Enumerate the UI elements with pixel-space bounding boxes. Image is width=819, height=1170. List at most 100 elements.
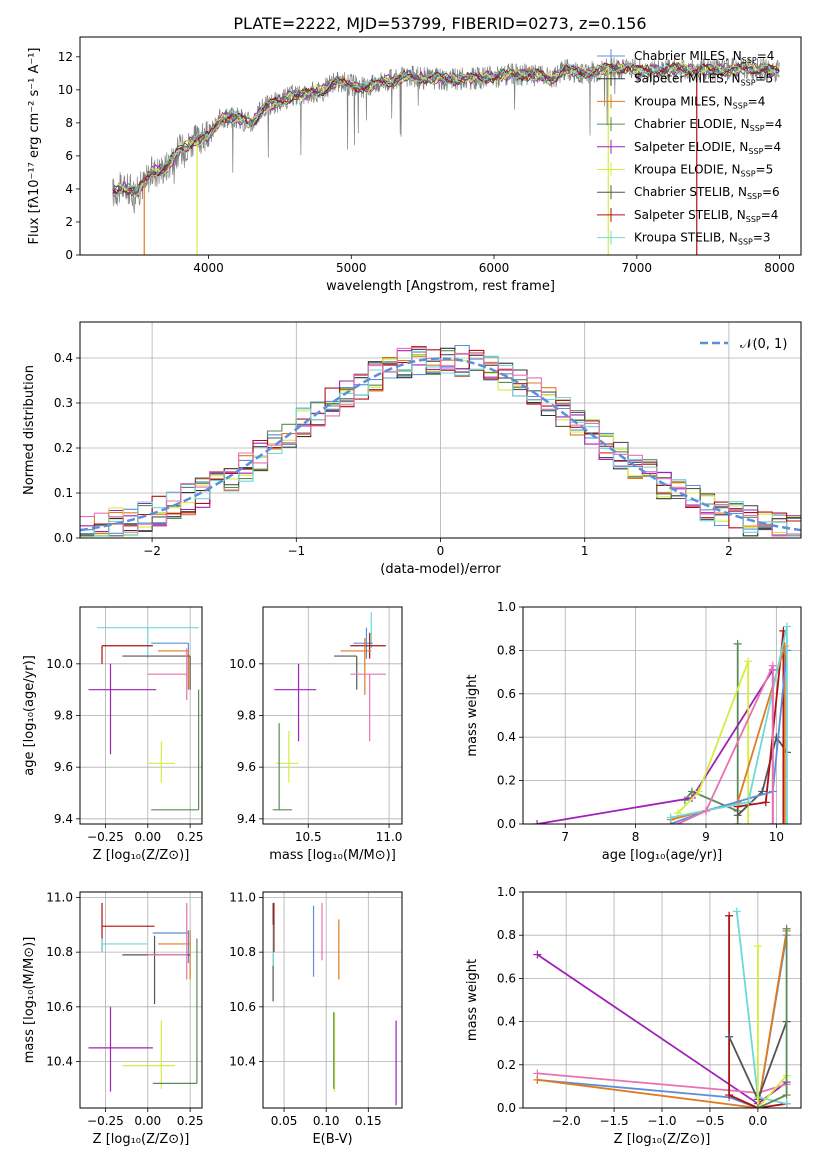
x-tick-label: 9	[702, 830, 710, 844]
y-tick-label: 1.0	[497, 885, 516, 899]
errorbar-point	[350, 632, 386, 659]
series-marker	[782, 1091, 791, 1100]
x-axis-label: (data-model)/error	[380, 562, 501, 577]
series-marker	[725, 1032, 734, 1041]
y-tick-label: 0.0	[497, 817, 516, 831]
x-tick-label: −2.0	[552, 1114, 581, 1128]
x-tick-label: 5000	[336, 261, 367, 275]
y-axis-label: mass [log₁₀(M/M⊙)]	[22, 937, 37, 1064]
series-line	[677, 660, 750, 824]
axis-ticks	[76, 897, 191, 1112]
x-axis-label: Z [log₁₀(Z/Z⊙)]	[614, 1132, 711, 1147]
errorbar-point	[350, 673, 386, 742]
series-marker	[768, 661, 777, 670]
y-tick-label: 0.8	[497, 928, 516, 942]
series-marker	[779, 820, 788, 824]
y-axis-label: mass weight	[465, 674, 480, 756]
axis-ticks	[76, 663, 191, 828]
series-line	[737, 630, 785, 824]
y-tick-label: 0.8	[497, 643, 516, 657]
axis-ticks	[519, 606, 777, 828]
series-marker	[744, 657, 753, 666]
x-tick-label: 0.00	[134, 1114, 161, 1128]
y-tick-label: 0.0	[497, 1101, 516, 1115]
errorbar-point	[88, 1006, 153, 1092]
legend-entry: Salpeter STELIB, NSSP=4	[634, 208, 778, 224]
series-marker	[733, 639, 742, 648]
series-marker	[733, 811, 742, 820]
series-marker	[782, 622, 791, 631]
series-line	[670, 626, 788, 824]
y-tick-label: 10.6	[229, 1000, 256, 1014]
y-tick-label: 2	[65, 215, 73, 229]
y-tick-label: 10.4	[46, 1055, 73, 1069]
legend-entry: Salpeter ELODIE, NSSP=4	[634, 140, 781, 156]
y-tick-label: 10.0	[229, 657, 256, 671]
x-tick-label: 4000	[193, 261, 224, 275]
y-tick-label: 8	[65, 116, 73, 130]
x-tick-label: 1	[581, 544, 589, 558]
series-marker	[744, 820, 753, 824]
x-tick-label: −1.0	[647, 1114, 676, 1128]
x-tick-label: −1.5	[599, 1114, 628, 1128]
panel-residuals: −2 −1 0 1 2 0.0 0.1 0.2 0.3 0.4 (data-model)/error…	[22, 321, 802, 577]
y-tick-label: 10.8	[46, 945, 73, 959]
errorbar-point	[334, 655, 358, 690]
y-axis-label: mass weight	[465, 959, 480, 1041]
series-marker	[782, 924, 791, 933]
series-marker	[782, 820, 791, 824]
errorbar-point	[122, 655, 191, 690]
x-tick-label: 0.15	[355, 1114, 382, 1128]
plot-area-mass-vs-EBV	[263, 892, 402, 1108]
x-axis-label: wavelength [Angstrom, rest frame]	[326, 279, 555, 294]
x-tick-label: −2	[143, 544, 161, 558]
x-axis-label: Z [log₁₀(Z/Z⊙)]	[93, 1132, 190, 1147]
series-marker	[782, 1099, 791, 1108]
x-tick-label: 2	[725, 544, 733, 558]
model-spectrum	[112, 61, 780, 196]
errorbar-point	[147, 902, 188, 980]
series-marker	[701, 806, 710, 815]
x-tick-label: −0.25	[87, 1114, 124, 1128]
y-tick-label: 0.4	[54, 351, 73, 365]
errorbar-point	[88, 663, 157, 755]
panel-mass-vs-Z: −0.25 0.00 0.25 10.4 10.6 10.8 11.0 Z [log₁₀(Z/…	[22, 890, 203, 1147]
x-tick-label: 0	[437, 544, 445, 558]
y-tick-label: 0.3	[54, 396, 73, 410]
x-tick-label: 8000	[764, 261, 795, 275]
series-marker	[753, 1104, 762, 1108]
panel-age-vs-mass: 10.5 11.0 9.4 9.6 9.8 10.0 mass [log₁₀(M/M⊙)]	[229, 606, 403, 863]
y-axis-label: Normed distribution	[22, 365, 37, 495]
errorbar-point	[274, 663, 317, 742]
x-tick-label: 0.25	[177, 1114, 204, 1128]
legend-entry: Chabrier ELODIE, NSSP=4	[634, 117, 782, 133]
plot-area-residuals	[80, 322, 801, 538]
series-marker	[533, 1075, 542, 1084]
errorbar-point	[101, 938, 148, 953]
axes-frame	[79, 321, 802, 539]
series-line	[757, 946, 788, 1108]
axis-ticks	[519, 891, 759, 1112]
errorbar-point	[152, 930, 190, 964]
y-tick-label: 11.0	[229, 890, 256, 904]
series-marker	[725, 911, 734, 920]
errorbar-point	[122, 1020, 175, 1089]
x-tick-label: 6000	[479, 261, 510, 275]
x-tick-label: 11.0	[376, 830, 403, 844]
panel-massweight-vs-Z: −2.0 −1.5 −1.0 −0.5 0.0 0.0 0.2 0.4 0.6 0.8 1.0 Z […	[465, 885, 802, 1147]
x-tick-label: −0.25	[87, 830, 124, 844]
plot-area-age-vs-Z	[80, 607, 202, 824]
y-tick-label: 0.2	[497, 1058, 516, 1072]
panel-spectrum: 4000 5000 6000 7000 8000 0 2 4 6 8 10 12 wavelength …	[27, 36, 802, 294]
x-tick-label: 0.00	[134, 830, 161, 844]
x-tick-label: −1	[287, 544, 305, 558]
y-axis-label: Flux [fλ10⁻¹⁷ erg cm⁻² s⁻¹ A⁻¹]	[27, 48, 42, 245]
series-marker	[533, 820, 542, 824]
legend: Chabrier MILES, NSSP=4 Salpeter MILES, NS…	[597, 49, 782, 247]
plot-area-age-vs-mass	[263, 607, 402, 824]
series-marker	[666, 813, 675, 822]
series-marker	[673, 820, 682, 824]
y-tick-label: 10.4	[229, 1055, 256, 1069]
series-marker	[732, 907, 741, 916]
legend-entry: Chabrier STELIB, NSSP=6	[634, 185, 780, 201]
